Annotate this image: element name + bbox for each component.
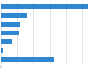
Bar: [1, 4, 88, 9]
Bar: [1, 13, 27, 18]
Bar: [1, 31, 19, 35]
Bar: [1, 22, 20, 27]
Bar: [1, 57, 54, 62]
Bar: [1, 39, 12, 44]
Bar: [1, 48, 3, 53]
